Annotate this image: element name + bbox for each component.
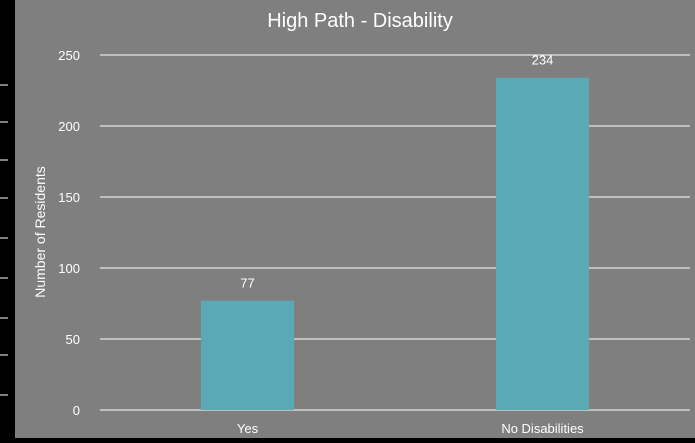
chart-title: High Path - Disability	[267, 10, 453, 32]
data-labels: 77 234	[240, 53, 553, 291]
y-tick-label: 150	[58, 190, 80, 205]
left-edge-tick-marks	[0, 84, 8, 396]
y-tick-label: 100	[58, 261, 80, 276]
y-axis-label: Number of Residents	[32, 166, 48, 298]
bars	[201, 77, 589, 410]
y-tick-label: 200	[58, 119, 80, 134]
chart-panel: High Path - Disability Number of Residen…	[15, 0, 695, 438]
gridlines	[100, 54, 690, 411]
data-label: 77	[240, 276, 254, 291]
x-category-label: Yes	[237, 421, 259, 436]
y-tick-label: 0	[73, 403, 80, 418]
y-tick-label: 50	[66, 332, 80, 347]
x-category-label: No Disabilities	[501, 421, 584, 436]
bar	[496, 77, 589, 410]
x-axis-categories: Yes No Disabilities	[237, 421, 584, 436]
y-tick-label: 250	[58, 48, 80, 63]
bar-chart: High Path - Disability Number of Residen…	[32, 10, 690, 436]
bar	[201, 300, 294, 410]
data-label: 234	[532, 53, 554, 68]
y-axis-ticks: 0 50 100 150 200 250	[58, 48, 80, 418]
